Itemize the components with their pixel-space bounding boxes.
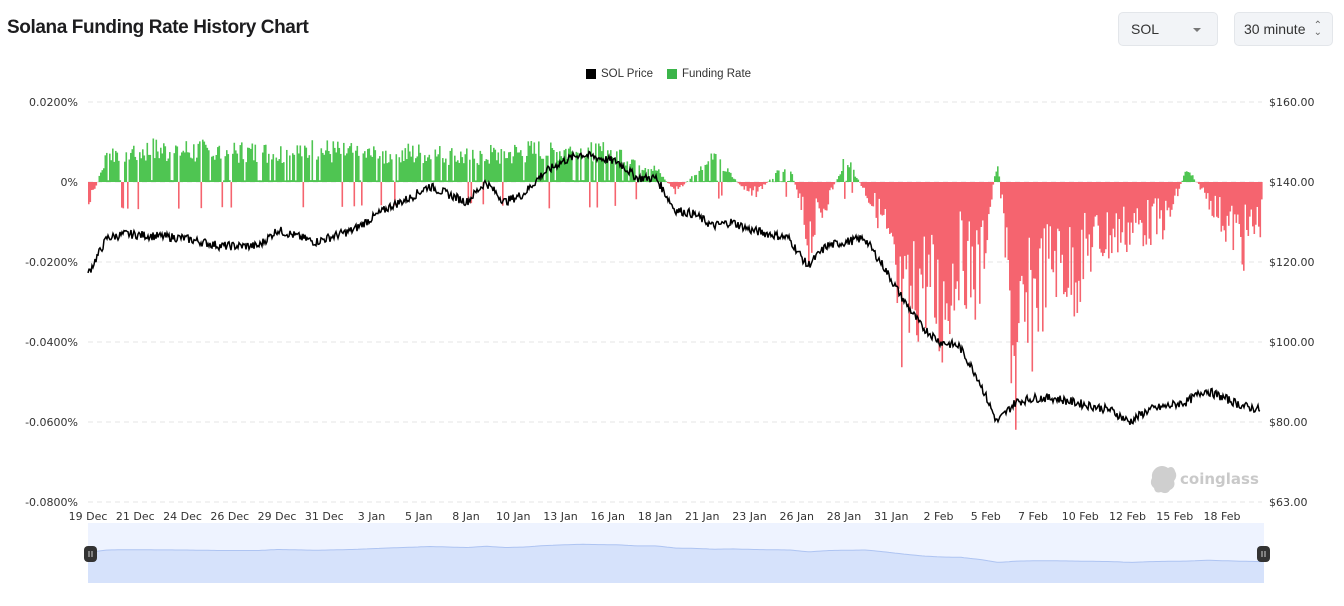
svg-text:10 Feb: 10 Feb [1062, 510, 1099, 523]
svg-text:$140.00: $140.00 [1269, 176, 1315, 189]
svg-text:31 Dec: 31 Dec [305, 510, 344, 523]
svg-text:29 Dec: 29 Dec [258, 510, 297, 523]
price-line [87, 149, 1261, 426]
svg-text:-0.0200%: -0.0200% [25, 256, 78, 269]
coin-select[interactable]: SOL [1118, 12, 1218, 46]
svg-text:2 Feb: 2 Feb [924, 510, 954, 523]
coinglass-logo-icon [1150, 466, 1177, 494]
svg-text:5 Feb: 5 Feb [971, 510, 1001, 523]
navigator-left-handle[interactable] [84, 546, 97, 562]
svg-text:13 Jan: 13 Jan [543, 510, 577, 523]
svg-text:$160.00: $160.00 [1269, 96, 1315, 109]
chevron-down-icon [1193, 28, 1201, 32]
svg-text:3 Jan: 3 Jan [358, 510, 385, 523]
grid-lines [88, 101, 1262, 503]
up-down-arrows-icon: ⌃ ⌄ [1313, 20, 1322, 38]
legend-item-funding-rate[interactable]: Funding Rate [666, 68, 752, 80]
svg-text:21 Jan: 21 Jan [685, 510, 719, 523]
svg-text:18 Feb: 18 Feb [1204, 510, 1241, 523]
chart-legend: SOL Price Funding Rate [586, 68, 751, 80]
svg-text:-0.0800%: -0.0800% [25, 496, 78, 509]
svg-text:21 Dec: 21 Dec [116, 510, 155, 523]
y-axis-right: $160.00 $140.00 $120.00 $100.00 $80.00 $63.00 [1269, 96, 1315, 509]
legend-swatch-icon [666, 69, 677, 79]
svg-text:16 Jan: 16 Jan [591, 510, 625, 523]
svg-text:26 Jan: 26 Jan [780, 510, 814, 523]
svg-text:$100.00: $100.00 [1269, 336, 1315, 349]
svg-text:8 Jan: 8 Jan [452, 510, 479, 523]
legend-label: SOL Price [601, 68, 653, 80]
legend-item-sol-price[interactable]: SOL Price [586, 68, 653, 80]
interval-select-value: 30 minute [1244, 21, 1306, 37]
navigator-track[interactable] [88, 523, 1264, 583]
svg-text:$63.00: $63.00 [1269, 496, 1308, 509]
svg-text:19 Dec: 19 Dec [69, 510, 108, 523]
svg-text:0%: 0% [61, 176, 78, 189]
svg-text:$120.00: $120.00 [1269, 256, 1315, 269]
svg-text:0.0200%: 0.0200% [29, 96, 78, 109]
legend-label: Funding Rate [681, 68, 752, 80]
interval-select[interactable]: 30 minute ⌃ ⌄ [1234, 12, 1333, 46]
svg-text:12 Feb: 12 Feb [1109, 510, 1146, 523]
svg-text:7 Feb: 7 Feb [1018, 510, 1048, 523]
y-axis-left: 0.0200% 0% -0.0200% -0.0400% -0.0600% -0.0800… [25, 96, 78, 509]
x-axis: 19 Dec 21 Dec 24 Dec 26 Dec 29 Dec 31 Dec 3 Ja… [69, 510, 1241, 523]
legend-swatch-icon [586, 69, 596, 79]
navigator-right-handle[interactable] [1257, 546, 1270, 562]
svg-text:23 Jan: 23 Jan [732, 510, 766, 523]
svg-text:-0.0400%: -0.0400% [25, 336, 78, 349]
svg-text:10 Jan: 10 Jan [496, 510, 530, 523]
svg-text:18 Jan: 18 Jan [638, 510, 672, 523]
watermark-text: coinglass [1180, 470, 1259, 488]
svg-text:26 Dec: 26 Dec [210, 510, 249, 523]
svg-text:24 Dec: 24 Dec [163, 510, 202, 523]
coinglass-watermark: coinglass [1150, 466, 1259, 494]
svg-text:28 Jan: 28 Jan [827, 510, 861, 523]
coin-select-value: SOL [1131, 21, 1160, 37]
svg-text:5 Jan: 5 Jan [405, 510, 432, 523]
funding-rate-area [88, 138, 1263, 430]
svg-text:31 Jan: 31 Jan [874, 510, 908, 523]
svg-text:$80.00: $80.00 [1269, 416, 1308, 429]
svg-text:15 Feb: 15 Feb [1156, 510, 1193, 523]
page-title: Solana Funding Rate History Chart [7, 17, 309, 38]
navigator[interactable] [84, 523, 1270, 583]
svg-text:-0.0600%: -0.0600% [25, 416, 78, 429]
